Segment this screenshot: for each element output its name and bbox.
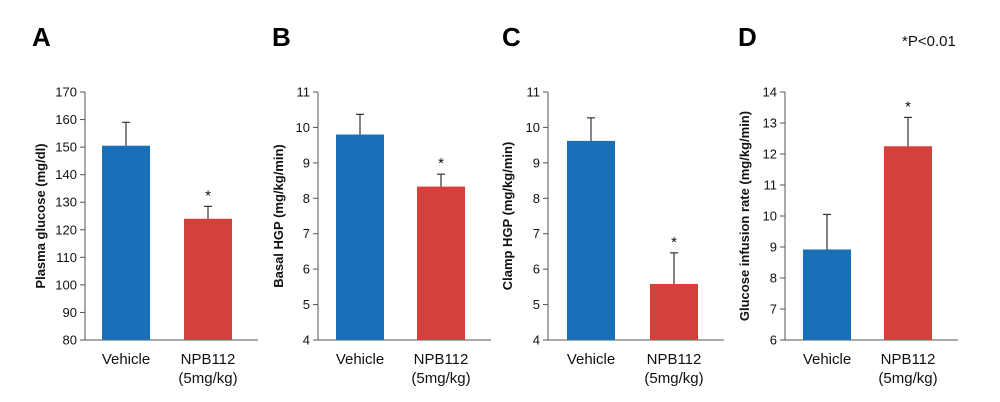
y-tick-label: 8 (303, 191, 310, 206)
y-tick-label: 90 (63, 305, 77, 320)
significance-marker: * (905, 98, 911, 115)
panel-label: D (738, 22, 757, 52)
y-tick-label: 170 (55, 85, 77, 100)
x-category-label: (5mg/kg) (178, 370, 237, 387)
y-tick-label: 6 (770, 333, 777, 348)
bar-npb112 (417, 186, 465, 340)
bar-npb112 (184, 218, 232, 340)
y-tick-label: 10 (526, 120, 540, 135)
y-tick-label: 10 (296, 120, 310, 135)
y-tick-label: 4 (303, 333, 310, 348)
y-tick-label: 120 (55, 222, 77, 237)
bar-vehicle (567, 140, 615, 340)
panel-d: D 6 7 8 9 10 11 12 13 14 Glucose infusion rate (mg… (737, 22, 958, 387)
y-tick-label: 5 (533, 297, 540, 312)
x-category-label: NPB112 (881, 351, 936, 368)
panel-label: C (502, 22, 521, 52)
y-axis-label: Plasma glucose (mg/dl) (33, 143, 48, 288)
significance-marker: * (205, 187, 211, 204)
y-tick-label: 6 (533, 262, 540, 277)
significance-marker: * (671, 234, 677, 251)
bar-vehicle (803, 249, 851, 340)
x-category-label: Vehicle (567, 351, 615, 368)
y-tick-label: 160 (55, 112, 77, 127)
y-tick-label: 8 (770, 271, 777, 286)
y-tick-label: 13 (763, 116, 777, 131)
y-tick-label: 80 (63, 333, 77, 348)
y-tick-label: 11 (527, 85, 541, 100)
y-tick-label: 4 (533, 333, 540, 348)
significance-marker: * (438, 155, 444, 172)
x-category-label: NPB112 (647, 351, 702, 368)
y-axis-label: Basal HGP (mg/kg/min) (271, 144, 286, 288)
y-tick-label: 130 (55, 195, 77, 210)
y-tick-label: 11 (764, 178, 778, 193)
y-axis-label: Clamp HGP (mg/kg/min) (500, 142, 515, 291)
y-tick-label: 11 (297, 85, 311, 100)
panel-b: B 4 5 6 7 8 9 10 11 Basal HGP (mg/kg/min) Vehicle *… (271, 22, 491, 387)
y-tick-label: 14 (763, 85, 777, 100)
x-category-label: (5mg/kg) (644, 370, 703, 387)
bar-vehicle (102, 145, 150, 340)
x-category-label: Vehicle (102, 351, 150, 368)
bar-npb112 (884, 146, 932, 340)
bar-vehicle (336, 134, 384, 340)
panel-label: B (272, 22, 291, 52)
y-tick-label: 12 (763, 147, 777, 162)
significance-note: *P<0.01 (902, 33, 956, 50)
y-tick-label: 150 (55, 140, 77, 155)
y-tick-label: 110 (56, 250, 77, 265)
x-category-label: (5mg/kg) (878, 370, 937, 387)
y-tick-label: 9 (303, 155, 310, 170)
y-tick-label: 7 (533, 226, 540, 241)
y-tick-label: 6 (303, 262, 310, 277)
panel-label: A (32, 22, 51, 52)
y-tick-label: 8 (533, 191, 540, 206)
y-tick-label: 100 (55, 277, 77, 292)
x-category-label: NPB112 (414, 351, 469, 368)
bar-npb112 (650, 284, 698, 340)
y-tick-label: 140 (55, 167, 77, 182)
panel-a: A 80 90 100 110 120 130 140 150 160 170 Plasma gluc… (32, 22, 258, 387)
x-category-label: (5mg/kg) (411, 370, 470, 387)
y-tick-label: 9 (770, 240, 777, 255)
y-tick-label: 10 (763, 209, 777, 224)
x-category-label: NPB112 (181, 351, 236, 368)
x-category-label: Vehicle (336, 351, 384, 368)
panel-c: C 4 5 6 7 8 9 10 11 Clamp HGP (mg/kg/min) Vehicle *… (500, 22, 724, 387)
y-axis-label: Glucose infusion rate (mg/kg/min) (737, 111, 752, 321)
y-tick-label: 9 (533, 155, 540, 170)
y-tick-label: 7 (770, 302, 777, 317)
y-tick-label: 7 (303, 226, 310, 241)
y-tick-label: 5 (303, 297, 310, 312)
x-category-label: Vehicle (803, 351, 851, 368)
